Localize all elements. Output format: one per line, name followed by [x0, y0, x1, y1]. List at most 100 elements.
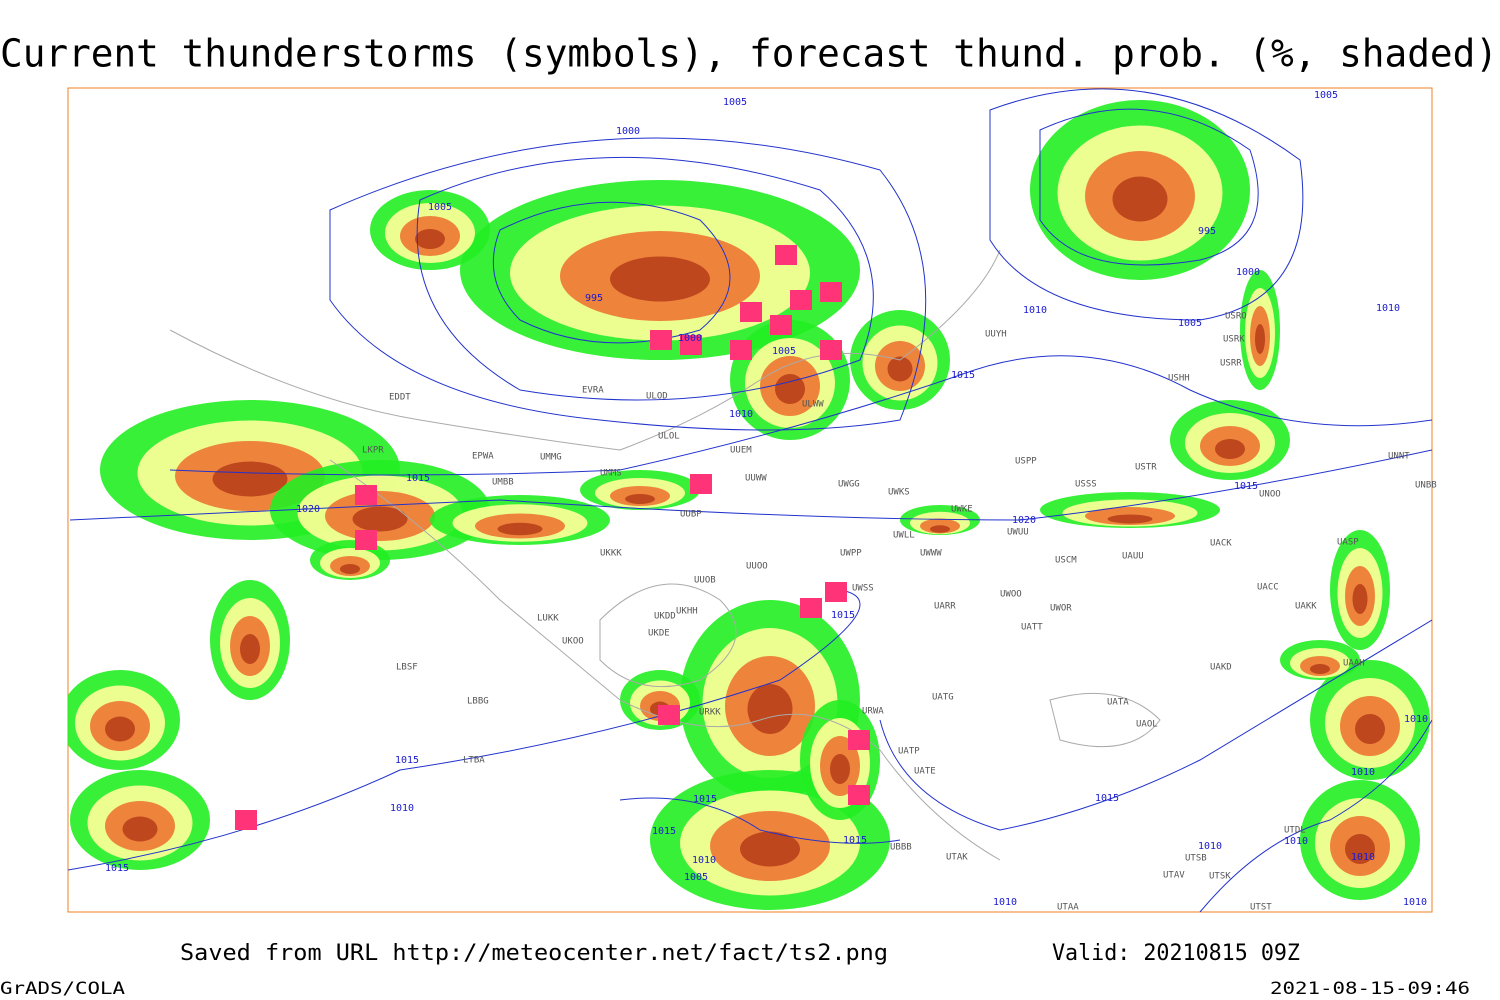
- storm-symbol: [355, 485, 377, 505]
- shade-blob: [625, 494, 655, 504]
- shade-blob: [830, 754, 850, 784]
- storm-symbol: [800, 598, 822, 618]
- station-code: UKHH: [676, 607, 698, 617]
- isobar-label: 1010: [1198, 841, 1222, 852]
- storm-symbol: [235, 810, 257, 830]
- storm-symbol: [820, 282, 842, 302]
- shade-blob: [352, 506, 408, 532]
- isobar-label: 1015: [843, 835, 867, 846]
- shade-blob: [775, 374, 805, 404]
- isobar-label: 1010: [1403, 897, 1427, 908]
- station-code: ULWW: [802, 400, 824, 410]
- station-code: UWPP: [840, 549, 862, 559]
- storm-symbol: [775, 245, 797, 265]
- isobar-label: 1000: [616, 126, 640, 137]
- station-code: UTAA: [1057, 903, 1079, 913]
- station-code: EPWA: [472, 452, 494, 462]
- station-code: ULOL: [658, 432, 680, 442]
- storm-symbol: [690, 474, 712, 494]
- station-code: URWA: [862, 707, 884, 717]
- station-code: UWKS: [888, 488, 910, 498]
- station-code: USRK: [1223, 335, 1245, 345]
- station-code: UTSB: [1185, 854, 1207, 864]
- station-code: UNNT: [1388, 452, 1410, 462]
- isobar-label: 1010: [1351, 767, 1375, 778]
- isobar-label: 1005: [1178, 318, 1202, 329]
- station-code: UWSS: [852, 584, 874, 594]
- storm-symbol: [770, 315, 792, 335]
- isobar-label: 1020: [1012, 515, 1036, 526]
- isobar-label: 1010: [692, 855, 716, 866]
- station-code: UACK: [1210, 539, 1232, 549]
- station-code: USHH: [1168, 374, 1190, 384]
- timestamp: 2021-08-15-09:46: [1270, 979, 1470, 999]
- station-code: UTAK: [946, 853, 968, 863]
- isobar-label: 1015: [693, 794, 717, 805]
- shade-blob: [610, 256, 710, 302]
- isobar-label: 1010: [390, 803, 414, 814]
- station-code: EVRA: [582, 386, 604, 396]
- station-code: LKPR: [362, 446, 384, 456]
- station-code: UWOO: [1000, 590, 1022, 600]
- shade-blob: [1345, 834, 1375, 864]
- isobar-label: 1010: [1023, 305, 1047, 316]
- shade-blob: [1310, 664, 1330, 674]
- station-code: UAOL: [1136, 720, 1158, 730]
- station-code: LUKK: [537, 614, 559, 624]
- shade-blob: [340, 564, 360, 574]
- shade-blob: [747, 684, 793, 734]
- isobar-label: 1015: [1234, 481, 1258, 492]
- station-code: USRO: [1225, 312, 1247, 322]
- station-code: USTR: [1135, 463, 1157, 473]
- shade-blob: [930, 525, 950, 533]
- station-code: LTBA: [463, 756, 485, 766]
- shade-blob: [740, 831, 800, 867]
- station-code: USCM: [1055, 556, 1077, 566]
- isobar-label: 1010: [1376, 303, 1400, 314]
- station-code: UNOO: [1259, 490, 1281, 500]
- station-code: UACC: [1257, 583, 1279, 593]
- station-code: UUEM: [730, 446, 752, 456]
- station-code: UBBB: [890, 843, 912, 853]
- shade-blob: [240, 634, 260, 664]
- valid-time: Valid: 20210815 09Z: [1052, 941, 1300, 966]
- station-code: LBSF: [396, 663, 418, 673]
- station-code: UTDL: [1284, 826, 1306, 836]
- station-code: UTAV: [1163, 871, 1185, 881]
- station-code: UWUU: [1007, 528, 1029, 538]
- isobar-label: 1005: [723, 97, 747, 108]
- station-code: UMBB: [492, 478, 514, 488]
- storm-symbol: [848, 785, 870, 805]
- station-code: UARR: [934, 602, 956, 612]
- title: Current thunderstorms (symbols), forecas…: [0, 32, 1498, 76]
- station-code: UTSK: [1209, 872, 1231, 882]
- station-code: LBBG: [467, 697, 489, 707]
- isobar-label: 1015: [105, 863, 129, 874]
- station-code: UATA: [1107, 698, 1129, 708]
- station-code: UKDD: [654, 612, 676, 622]
- isobar-label: 1000: [678, 333, 702, 344]
- isobar-label: 1010: [1404, 714, 1428, 725]
- isobar-label: 995: [1198, 226, 1216, 237]
- storm-symbol: [680, 335, 702, 355]
- isobar-label: 1015: [951, 370, 975, 381]
- shade-blob: [497, 522, 543, 536]
- station-code: UATE: [914, 767, 936, 777]
- station-code: USPP: [1015, 457, 1037, 467]
- shade-blob: [1112, 176, 1168, 222]
- station-code: EDDT: [389, 393, 411, 403]
- isobar-label: 1005: [1314, 90, 1338, 101]
- saved-url: Saved from URL http://meteocenter.net/fa…: [180, 941, 888, 966]
- isobar-label: 1015: [406, 473, 430, 484]
- station-code: UAKK: [1295, 602, 1317, 612]
- isobar-label: 1005: [428, 202, 452, 213]
- isobar-label: 1010: [729, 409, 753, 420]
- station-code: UATG: [932, 693, 954, 703]
- station-code: UASP: [1337, 538, 1359, 548]
- station-code: UWKE: [951, 505, 973, 515]
- isobar-label: 1020: [296, 504, 320, 515]
- map-lines: [68, 88, 1432, 912]
- station-code: UWLL: [893, 531, 915, 541]
- storm-symbol: [848, 730, 870, 750]
